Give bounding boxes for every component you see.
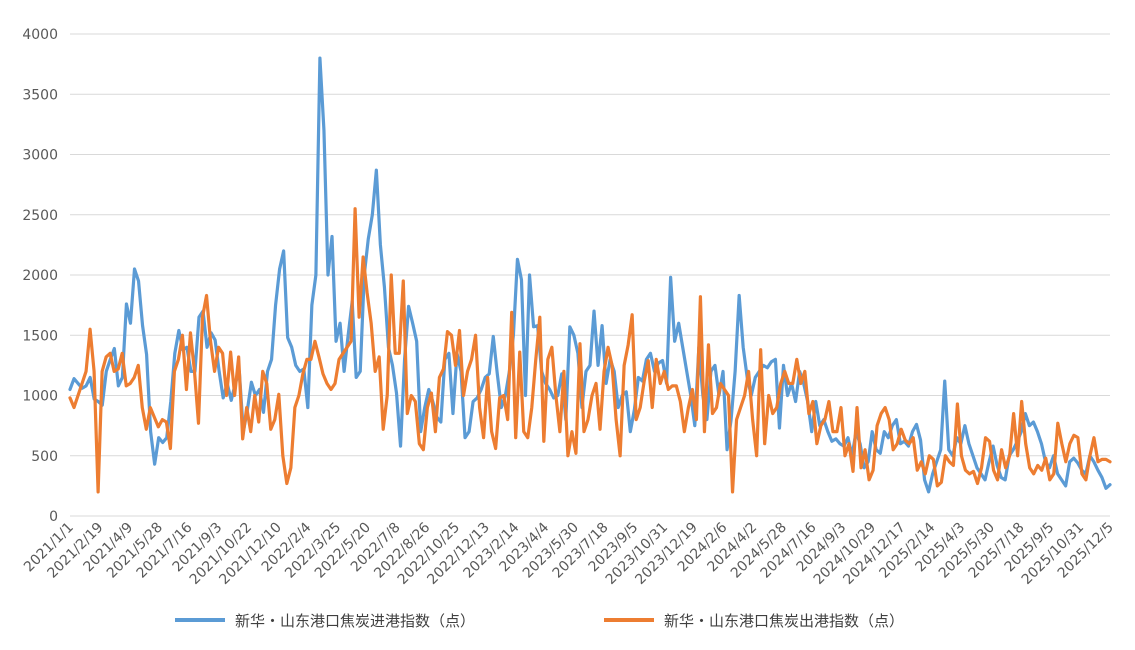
- series-line-2: [68, 207, 1112, 494]
- y-tick-label: 3500: [22, 87, 58, 103]
- y-tick-label: 0: [49, 509, 58, 525]
- legend-label-series-1: 新华・山东港口焦炭进港指数（点）: [235, 612, 475, 630]
- y-tick-label: 4000: [22, 27, 58, 43]
- legend-label-series-2: 新华・山东港口焦炭出港指数（点）: [664, 612, 904, 630]
- series-lines: [68, 56, 1112, 494]
- gridlines: [70, 33, 1110, 517]
- y-tick-label: 500: [31, 449, 58, 465]
- y-axis-ticks: 0 500 1000 1500 2000 2500 3000 3500 4000: [22, 27, 58, 525]
- legend-item-series-2: 新华・山东港口焦炭出港指数（点）: [604, 612, 904, 630]
- y-tick-label: 2500: [22, 208, 58, 224]
- y-tick-label: 2000: [22, 268, 58, 284]
- y-tick-label: 3000: [22, 148, 58, 164]
- legend: 新华・山东港口焦炭进港指数（点） 新华・山东港口焦炭出港指数（点）: [175, 612, 904, 630]
- y-tick-label: 1500: [22, 328, 58, 344]
- x-axis-ticks: 2021/1/12021/2/192021/4/92021/5/282021/7…: [21, 519, 1117, 587]
- legend-item-series-1: 新华・山东港口焦炭进港指数（点）: [175, 612, 475, 630]
- y-tick-label: 1000: [22, 389, 58, 405]
